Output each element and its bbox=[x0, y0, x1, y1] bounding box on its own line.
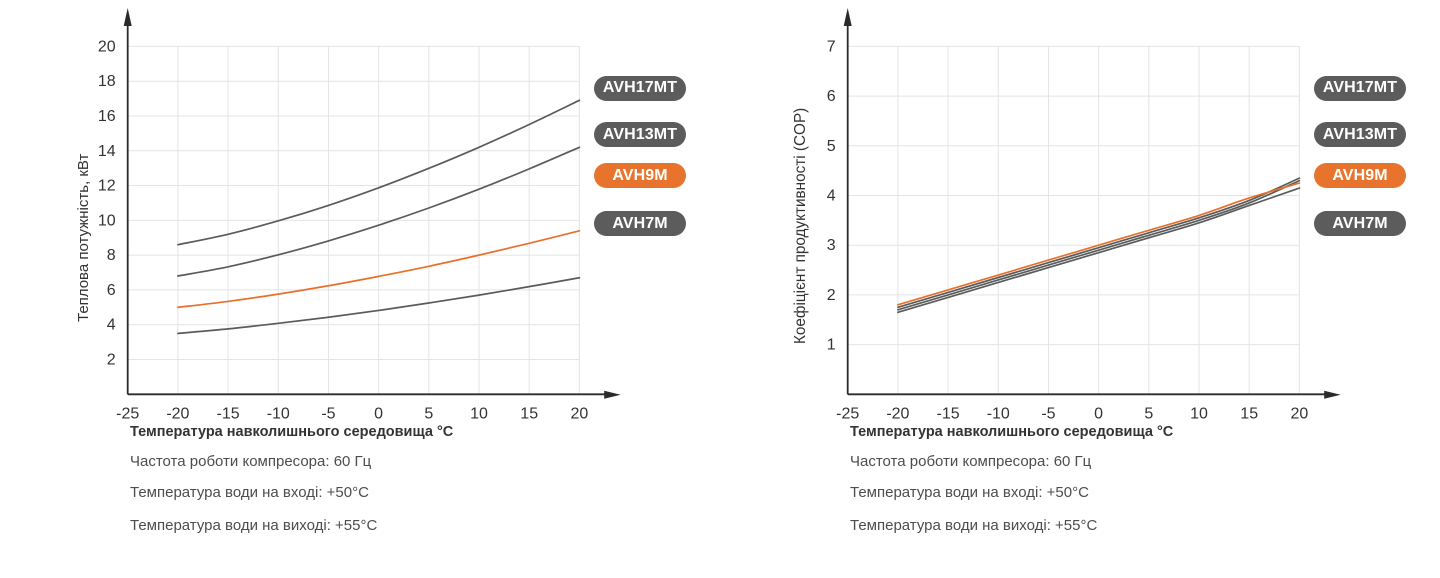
svg-text:15: 15 bbox=[1240, 405, 1258, 420]
svg-text:0: 0 bbox=[1094, 405, 1103, 420]
svg-text:-5: -5 bbox=[1041, 405, 1055, 420]
svg-text:14: 14 bbox=[98, 143, 116, 160]
svg-text:4: 4 bbox=[827, 188, 836, 205]
svg-text:12: 12 bbox=[98, 178, 116, 195]
svg-text:16: 16 bbox=[98, 108, 116, 125]
svg-text:1: 1 bbox=[827, 337, 836, 354]
svg-text:-15: -15 bbox=[217, 405, 240, 420]
svg-text:20: 20 bbox=[98, 38, 116, 55]
svg-text:20: 20 bbox=[571, 405, 589, 420]
svg-text:-10: -10 bbox=[987, 405, 1010, 420]
svg-text:5: 5 bbox=[1144, 405, 1153, 420]
svg-text:5: 5 bbox=[424, 405, 433, 420]
svg-text:6: 6 bbox=[827, 88, 836, 105]
svg-text:10: 10 bbox=[1190, 405, 1208, 420]
svg-text:-10: -10 bbox=[267, 405, 290, 420]
svg-text:4: 4 bbox=[107, 317, 116, 334]
svg-text:8: 8 bbox=[107, 247, 116, 264]
svg-text:15: 15 bbox=[520, 405, 538, 420]
svg-text:3: 3 bbox=[827, 237, 836, 254]
svg-text:20: 20 bbox=[1291, 405, 1309, 420]
svg-text:-5: -5 bbox=[321, 405, 335, 420]
svg-text:-25: -25 bbox=[116, 405, 139, 420]
svg-text:18: 18 bbox=[98, 73, 116, 90]
svg-text:7: 7 bbox=[827, 38, 836, 55]
svg-text:2: 2 bbox=[827, 287, 836, 304]
svg-text:-25: -25 bbox=[836, 405, 859, 420]
svg-text:-20: -20 bbox=[166, 405, 189, 420]
svg-text:2: 2 bbox=[107, 352, 116, 369]
svg-text:-20: -20 bbox=[886, 405, 909, 420]
svg-text:-15: -15 bbox=[937, 405, 960, 420]
svg-text:5: 5 bbox=[827, 138, 836, 155]
svg-text:6: 6 bbox=[107, 282, 116, 299]
svg-text:0: 0 bbox=[374, 405, 383, 420]
svg-text:10: 10 bbox=[98, 212, 116, 229]
svg-text:10: 10 bbox=[470, 405, 488, 420]
